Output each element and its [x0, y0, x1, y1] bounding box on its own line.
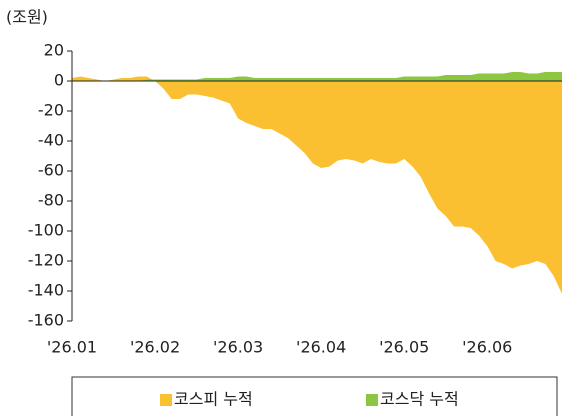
- y-tick-label: -140: [28, 281, 64, 300]
- y-tick-label: 20: [44, 41, 64, 60]
- y-tick-label: -100: [28, 221, 64, 240]
- y-tick-label: -60: [38, 161, 64, 180]
- y-tick-label: -160: [28, 311, 64, 330]
- x-tick-label: '26.03: [213, 338, 263, 357]
- y-tick-label: -80: [38, 191, 64, 210]
- y-axis-label: (조원): [6, 8, 48, 27]
- y-tick-label: 0: [54, 71, 64, 90]
- area: [72, 72, 562, 81]
- legend-swatch: [366, 394, 378, 406]
- legend-label: 코스피 누적: [174, 390, 253, 409]
- legend-box: [71, 376, 558, 416]
- y-tick-label: -40: [38, 131, 64, 150]
- x-tick-label: '26.05: [379, 338, 429, 357]
- legend-label: 코스닥 누적: [380, 390, 459, 409]
- x-tick-label: '26.06: [462, 338, 512, 357]
- x-tick-label: '26.04: [296, 338, 346, 357]
- y-tick-label: -120: [28, 251, 64, 270]
- legend-swatch: [160, 394, 172, 406]
- x-tick-label: '26.01: [47, 338, 97, 357]
- y-tick-label: -20: [38, 101, 64, 120]
- x-tick-label: '26.02: [130, 338, 180, 357]
- area: [72, 76, 562, 294]
